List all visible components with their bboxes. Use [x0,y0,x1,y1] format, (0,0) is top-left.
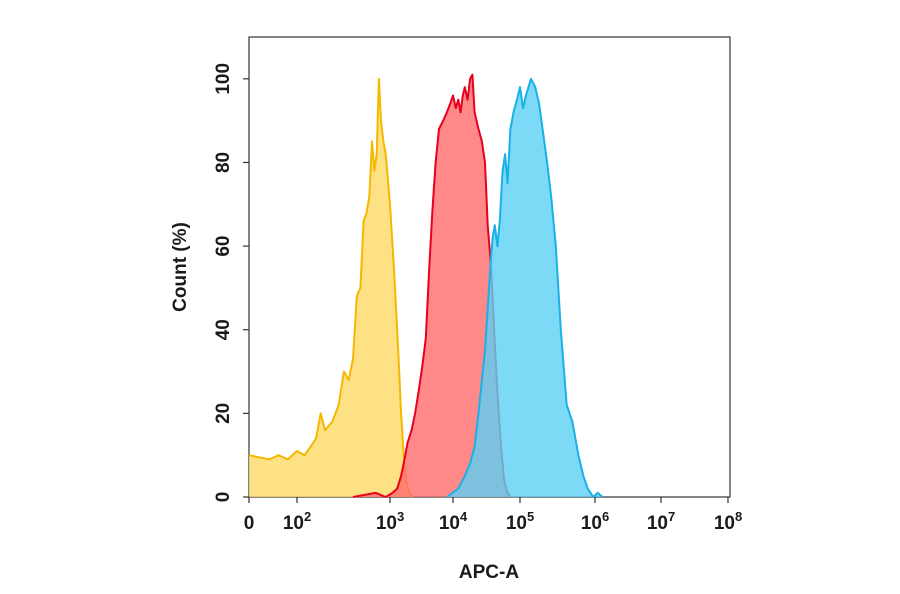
histogram-fill-3 [446,78,603,498]
series-layer [248,73,604,498]
y-tick-label: 60 [213,236,234,257]
x-tick-label: 108 [714,509,742,534]
x-tick-label: 103 [376,509,404,534]
x-axis-label: APC-A [459,562,519,583]
x-tick-label: 106 [581,509,609,534]
histogram-fill-1 [249,78,413,498]
histogram-fill-2 [353,74,511,497]
y-tick-label: 40 [213,319,234,340]
histogram-outline-3 [446,77,604,498]
x-tick-label: 105 [506,509,534,534]
x-tick-label: 104 [439,509,468,534]
y-axis-label: Count (%) [170,222,191,312]
x-tick-label: 0 [244,513,255,534]
x-tick-label: 102 [283,509,311,534]
y-tick-label: 0 [213,492,234,503]
histogram-outline-1 [248,77,414,498]
histogram-outline-2 [352,73,512,498]
y-tick-label: 20 [213,403,234,424]
y-tick-label: 100 [213,63,234,95]
y-axis: 0 20 40 60 80 100 [213,63,249,502]
y-tick-label: 80 [213,152,234,173]
x-axis: 0 102 103 104 105 106 107 108 [244,497,742,534]
x-tick-label: 107 [647,509,675,534]
